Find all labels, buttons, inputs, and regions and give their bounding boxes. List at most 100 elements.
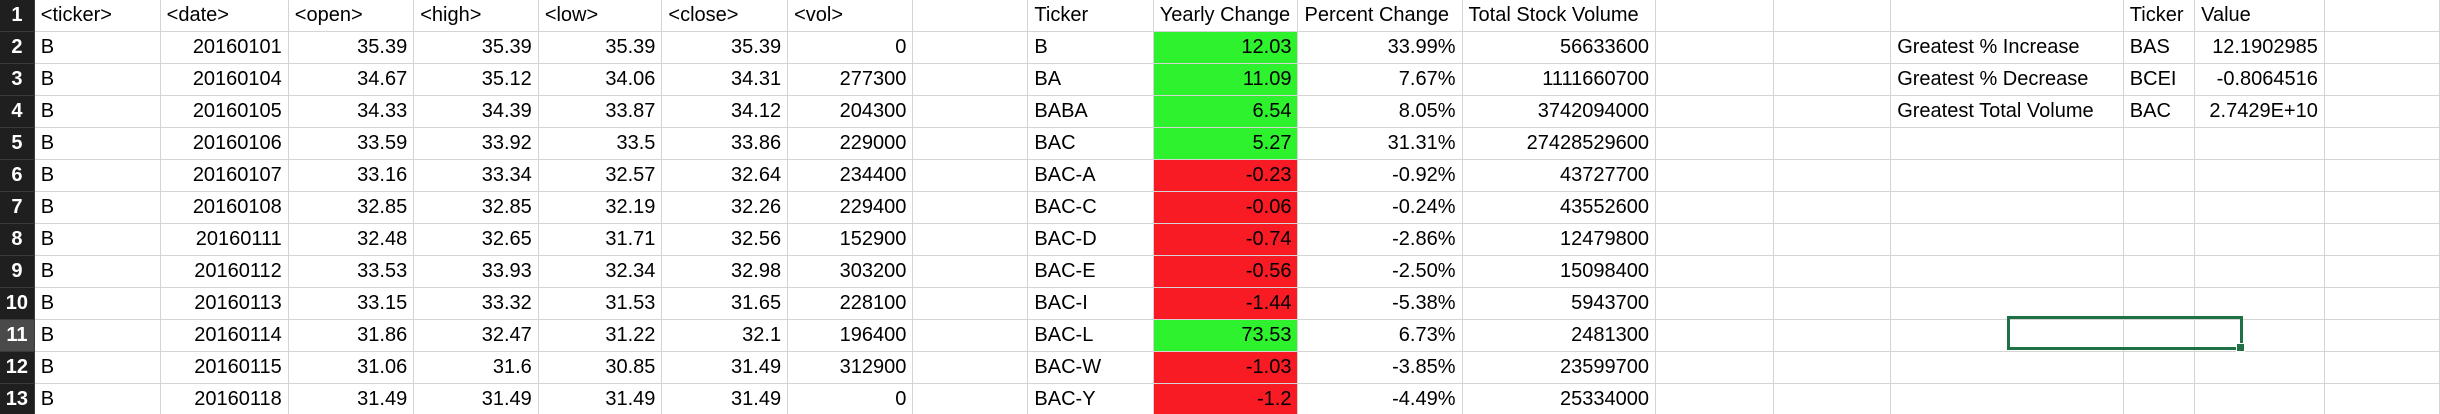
cell-blank3[interactable] (1773, 255, 1892, 288)
cell-blank2[interactable] (1655, 127, 1774, 160)
cell-total-volume[interactable]: 25334000 (1462, 383, 1656, 414)
cell-high[interactable]: 33.34 (413, 159, 539, 192)
cell-yearly-change[interactable]: 11.09 (1153, 63, 1299, 96)
cell-g-value[interactable]: 2.7429E+10 (2194, 95, 2325, 128)
cell-blank1[interactable] (912, 127, 1029, 160)
cell-total-volume[interactable]: Total Stock Volume (1462, 0, 1656, 32)
cell-total-volume[interactable]: 5943700 (1462, 287, 1656, 320)
cell-open[interactable]: 31.06 (288, 351, 415, 384)
cell-low[interactable]: 32.34 (538, 255, 663, 288)
cell-close[interactable]: 31.65 (661, 287, 789, 320)
cell-sum-ticker[interactable]: BAC-E (1027, 255, 1154, 288)
cell-sum-ticker[interactable]: BAC-A (1027, 159, 1154, 192)
cell-g-value[interactable] (2194, 127, 2325, 160)
cell-high[interactable]: 33.92 (413, 127, 539, 160)
cell-g-value[interactable]: -0.8064516 (2194, 63, 2325, 96)
cell-blank2[interactable] (1655, 255, 1774, 288)
cell-high[interactable]: 32.47 (413, 319, 539, 352)
cell-vol[interactable]: 196400 (787, 319, 914, 352)
cell-blank1[interactable] (912, 287, 1029, 320)
cell-ticker[interactable]: B (34, 191, 161, 224)
cell-percent-change[interactable]: -2.50% (1297, 255, 1463, 288)
row-header[interactable]: 3 (0, 63, 35, 96)
cell-blank1[interactable] (912, 383, 1029, 414)
cell-blank1[interactable] (912, 223, 1029, 256)
row-header[interactable]: 9 (0, 255, 35, 288)
cell-open[interactable]: 33.16 (288, 159, 415, 192)
cell-high[interactable]: 33.32 (413, 287, 539, 320)
cell-high[interactable]: 34.39 (413, 95, 539, 128)
cell-total-volume[interactable]: 43552600 (1462, 191, 1656, 224)
cell-percent-change[interactable]: 6.73% (1297, 319, 1463, 352)
cell-low[interactable]: 32.57 (538, 159, 663, 192)
cell-g-ticker[interactable] (2123, 287, 2196, 320)
cell-percent-change[interactable]: 33.99% (1297, 31, 1463, 64)
cell-g-ticker[interactable] (2123, 383, 2196, 414)
cell-label[interactable] (1890, 159, 2124, 192)
cell-close[interactable]: 32.64 (661, 159, 789, 192)
cell-label[interactable] (1890, 127, 2124, 160)
cell-sum-ticker[interactable]: B (1027, 31, 1154, 64)
row-header[interactable]: 10 (0, 287, 35, 320)
cell-close[interactable]: 34.12 (661, 95, 789, 128)
cell-open[interactable]: 33.15 (288, 287, 415, 320)
cell-percent-change[interactable]: -3.85% (1297, 351, 1463, 384)
cell-close[interactable]: 33.86 (661, 127, 789, 160)
cell-open[interactable]: 33.53 (288, 255, 415, 288)
cell-percent-change[interactable]: -4.49% (1297, 383, 1463, 414)
cell-high[interactable]: 32.85 (413, 191, 539, 224)
cell-blank4[interactable] (2324, 31, 2440, 64)
cell-label[interactable] (1890, 351, 2124, 384)
cell-low[interactable]: <low> (538, 0, 663, 32)
cell-blank3[interactable] (1773, 319, 1892, 352)
cell-blank1[interactable] (912, 159, 1029, 192)
cell-open[interactable]: 31.86 (288, 319, 415, 352)
cell-close[interactable]: 34.31 (661, 63, 789, 96)
cell-blank2[interactable] (1655, 31, 1774, 64)
cell-yearly-change[interactable]: -0.06 (1153, 191, 1299, 224)
cell-blank3[interactable] (1773, 351, 1892, 384)
cell-yearly-change[interactable]: -1.2 (1153, 383, 1299, 414)
cell-vol[interactable]: 277300 (787, 63, 914, 96)
cell-high[interactable]: 35.12 (413, 63, 539, 96)
cell-date[interactable]: <date> (160, 0, 289, 32)
cell-low[interactable]: 30.85 (538, 351, 663, 384)
cell-percent-change[interactable]: -5.38% (1297, 287, 1463, 320)
cell-open[interactable]: 32.48 (288, 223, 415, 256)
cell-blank4[interactable] (2324, 319, 2440, 352)
cell-total-volume[interactable]: 23599700 (1462, 351, 1656, 384)
cell-label[interactable] (1890, 0, 2124, 32)
cell-close[interactable]: 32.98 (661, 255, 789, 288)
row-header[interactable]: 11 (0, 319, 35, 352)
cell-label[interactable] (1890, 287, 2124, 320)
cell-g-value[interactable] (2194, 351, 2325, 384)
cell-sum-ticker[interactable]: Ticker (1027, 0, 1154, 32)
cell-ticker[interactable]: B (34, 159, 161, 192)
cell-vol[interactable]: 0 (787, 31, 914, 64)
cell-sum-ticker[interactable]: BAC-I (1027, 287, 1154, 320)
row-header[interactable]: 13 (0, 383, 35, 414)
cell-yearly-change[interactable]: -0.23 (1153, 159, 1299, 192)
cell-g-value[interactable] (2194, 191, 2325, 224)
cell-sum-ticker[interactable]: BAC-W (1027, 351, 1154, 384)
cell-blank2[interactable] (1655, 351, 1774, 384)
cell-date[interactable]: 20160114 (160, 319, 289, 352)
cell-total-volume[interactable]: 3742094000 (1462, 95, 1656, 128)
cell-sum-ticker[interactable]: BAC-D (1027, 223, 1154, 256)
cell-g-ticker[interactable]: BAC (2123, 95, 2196, 128)
cell-open[interactable]: 33.59 (288, 127, 415, 160)
cell-total-volume[interactable]: 56633600 (1462, 31, 1656, 64)
cell-blank1[interactable] (912, 95, 1029, 128)
cell-ticker[interactable]: B (34, 287, 161, 320)
cell-ticker[interactable]: B (34, 351, 161, 384)
cell-ticker[interactable]: B (34, 255, 161, 288)
cell-date[interactable]: 20160113 (160, 287, 289, 320)
row-header[interactable]: 8 (0, 223, 35, 256)
cell-g-ticker[interactable]: BCEI (2123, 63, 2196, 96)
cell-vol[interactable]: 229000 (787, 127, 914, 160)
cell-date[interactable]: 20160108 (160, 191, 289, 224)
cell-label[interactable] (1890, 255, 2124, 288)
cell-ticker[interactable]: <ticker> (34, 0, 161, 32)
cell-high[interactable]: 32.65 (413, 223, 539, 256)
cell-g-ticker[interactable] (2123, 159, 2196, 192)
